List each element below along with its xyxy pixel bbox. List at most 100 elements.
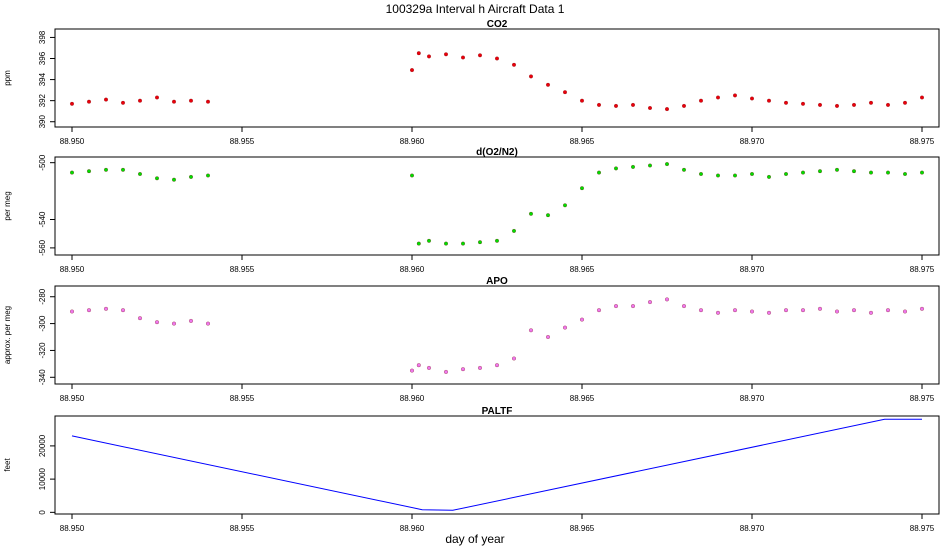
o2n2-marks <box>70 162 924 246</box>
data-point <box>733 308 737 313</box>
data-point <box>495 363 499 368</box>
x-tick-label: 88.950 <box>60 265 85 274</box>
y-tick-label: -340 <box>38 369 47 386</box>
data-point <box>648 163 652 168</box>
paltf-plot-frame <box>54 415 940 515</box>
data-point <box>529 74 533 79</box>
data-point <box>529 328 533 333</box>
data-point <box>416 363 421 368</box>
data-point <box>784 100 788 105</box>
data-point <box>206 173 210 178</box>
o2n2-plot-frame <box>54 156 940 256</box>
data-point <box>546 82 550 87</box>
series-line <box>71 418 922 511</box>
data-point <box>648 106 652 110</box>
data-point <box>886 102 890 107</box>
data-point <box>716 95 720 100</box>
data-point <box>512 228 516 233</box>
data-point <box>648 300 652 305</box>
x-tick-label: 88.970 <box>740 265 765 274</box>
figure-x-label: day of year <box>445 532 504 546</box>
panel-apo: APO approx. per meg -340 -320 -300 -280 88.… <box>3 276 940 403</box>
data-point <box>410 368 414 373</box>
o2n2-x-axis: 88.950 88.955 88.960 88.965 88.970 88.975 <box>60 255 935 274</box>
paltf-y-axis-label: feet <box>3 458 12 472</box>
x-tick-label: 88.960 <box>400 394 425 403</box>
data-point <box>189 98 193 103</box>
o2n2-panel-title: d(O2/N2) <box>476 147 518 158</box>
apo-y-axis-label: approx. per meg <box>3 306 12 364</box>
data-point <box>461 241 465 246</box>
data-point <box>716 173 720 178</box>
data-point <box>920 170 924 175</box>
data-point <box>835 309 839 314</box>
data-point <box>70 170 74 175</box>
y-tick-label: -320 <box>38 342 47 359</box>
data-point <box>733 173 737 178</box>
x-tick-label: 88.975 <box>910 524 935 533</box>
x-tick-label: 88.975 <box>910 394 935 403</box>
data-point <box>903 172 907 176</box>
data-point <box>869 310 873 315</box>
data-point <box>767 98 771 103</box>
y-tick-label: 20000 <box>38 434 47 457</box>
data-point <box>563 203 567 208</box>
apo-marks <box>70 297 924 374</box>
data-point <box>478 240 482 245</box>
x-tick-label: 88.965 <box>570 524 595 533</box>
data-point <box>886 170 890 175</box>
data-point <box>87 308 91 313</box>
data-point <box>631 304 635 309</box>
data-point <box>869 100 873 105</box>
x-tick-label: 88.975 <box>910 137 935 146</box>
data-point <box>682 304 686 309</box>
data-point <box>767 174 771 179</box>
o2n2-y-axis-label: per meg <box>3 191 12 220</box>
data-point <box>410 68 414 73</box>
x-tick-label: 88.970 <box>740 137 765 146</box>
apo-x-axis: 88.950 88.955 88.960 88.965 88.970 88.975 <box>60 384 935 403</box>
data-point <box>631 102 635 107</box>
y-tick-label: 10000 <box>38 467 47 490</box>
data-point <box>580 317 584 322</box>
data-point <box>512 62 516 67</box>
data-point <box>155 95 159 100</box>
data-point <box>495 238 499 243</box>
co2-marks <box>70 51 924 112</box>
co2-y-axis-label: ppm <box>3 70 12 86</box>
data-point <box>818 169 822 174</box>
y-tick-label: -280 <box>38 288 47 305</box>
data-point <box>138 316 142 321</box>
data-point <box>784 308 788 313</box>
data-point <box>529 211 533 216</box>
data-point <box>750 309 754 314</box>
data-point <box>478 53 482 58</box>
y-tick-label: 394 <box>38 72 47 86</box>
data-point <box>665 107 669 112</box>
data-point <box>172 177 176 182</box>
panel-o2n2: d(O2/N2) per meg -560-540-500 88.950 88.9… <box>3 147 940 274</box>
data-point <box>427 238 431 243</box>
data-point <box>835 167 839 172</box>
x-tick-label: 88.955 <box>230 137 255 146</box>
data-point <box>138 98 142 103</box>
data-point <box>70 309 74 314</box>
y-tick-label: 390 <box>38 115 47 129</box>
data-point <box>189 318 193 323</box>
data-point <box>563 325 567 330</box>
y-tick-label: -500 <box>38 154 47 171</box>
data-point <box>70 101 74 106</box>
x-tick-label: 88.965 <box>570 265 595 274</box>
data-point <box>869 170 873 175</box>
data-point <box>427 54 431 59</box>
data-point <box>699 172 703 176</box>
data-point <box>427 365 431 370</box>
data-point <box>835 103 839 108</box>
x-tick-label: 88.955 <box>230 265 255 274</box>
x-tick-label: 88.950 <box>60 137 85 146</box>
data-point <box>733 93 737 98</box>
data-point <box>614 103 618 108</box>
data-point <box>682 167 686 172</box>
data-point <box>444 52 448 57</box>
